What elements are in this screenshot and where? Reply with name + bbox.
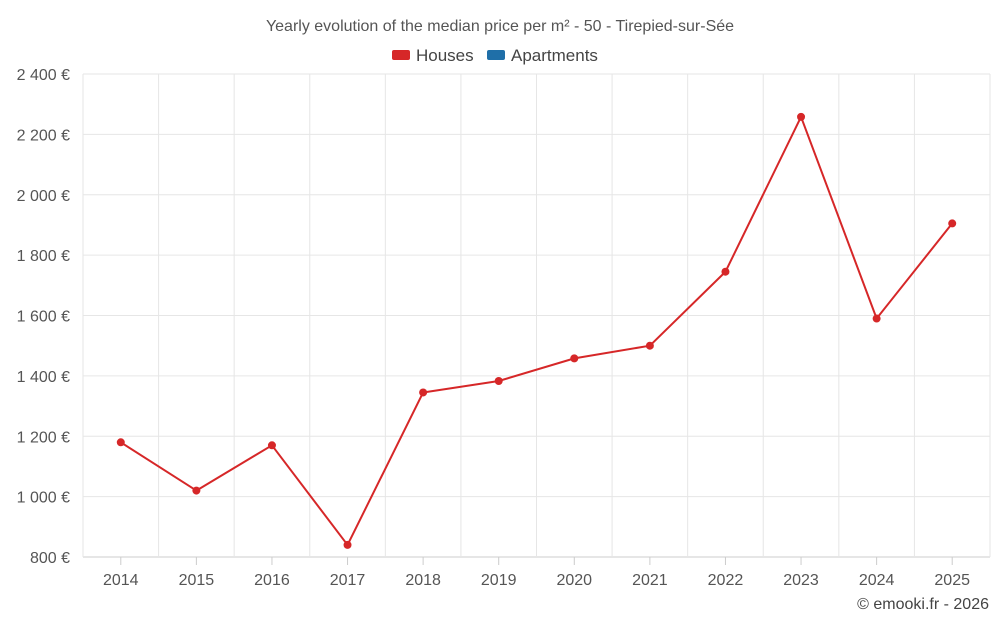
- y-tick-label: 1 000 €: [17, 490, 70, 507]
- data-point-2016[interactable]: [267, 441, 276, 450]
- data-point-2023[interactable]: [797, 112, 806, 121]
- data-point-2014[interactable]: [116, 438, 125, 447]
- x-tick-label: 2024: [859, 572, 895, 589]
- data-point-2024[interactable]: [872, 314, 881, 323]
- data-point-2021[interactable]: [645, 341, 654, 350]
- legend: Houses Apartments: [392, 46, 598, 65]
- x-tick-label: 2023: [783, 572, 819, 589]
- x-tick-label: 2018: [405, 572, 441, 589]
- x-tick-label: 2022: [708, 572, 744, 589]
- chart-title: Yearly evolution of the median price per…: [266, 18, 734, 35]
- y-axis: 800 € 1 000 € 1 200 € 1 400 € 1 600 € 1 800 €…: [17, 67, 70, 567]
- y-tick-label: 1 800 €: [17, 248, 70, 265]
- data-point-2022[interactable]: [721, 267, 730, 276]
- x-tick-label: 2019: [481, 572, 517, 589]
- y-tick-label: 1 400 €: [17, 369, 70, 386]
- x-tick-label: 2025: [934, 572, 970, 589]
- y-tick-label: 2 200 €: [17, 127, 70, 144]
- data-point-2018[interactable]: [419, 388, 428, 397]
- legend-item-apartments[interactable]: Apartments: [487, 46, 598, 65]
- series-houses: [116, 112, 957, 549]
- legend-item-houses[interactable]: Houses: [392, 46, 474, 65]
- legend-label-houses: Houses: [416, 46, 474, 65]
- legend-swatch-apartments: [487, 50, 505, 60]
- x-tick-label: 2015: [179, 572, 215, 589]
- x-tick-label: 2016: [254, 572, 290, 589]
- x-tick-label: 2021: [632, 572, 668, 589]
- y-tick-label: 1 200 €: [17, 429, 70, 446]
- y-tick-label: 800 €: [30, 550, 70, 567]
- credit: © emooki.fr - 2026: [857, 596, 989, 613]
- legend-label-apartments: Apartments: [511, 46, 598, 65]
- data-point-2025[interactable]: [948, 219, 957, 228]
- y-tick-label: 2 400 €: [17, 67, 70, 84]
- data-point-2017[interactable]: [343, 540, 352, 549]
- x-tick-label: 2017: [330, 572, 366, 589]
- y-tick-label: 2 000 €: [17, 188, 70, 205]
- legend-swatch-houses: [392, 50, 410, 60]
- x-tick-label: 2020: [556, 572, 592, 589]
- grid: [82, 73, 991, 558]
- data-point-2020[interactable]: [570, 354, 579, 363]
- data-point-2015[interactable]: [192, 486, 201, 495]
- y-tick-label: 1 600 €: [17, 309, 70, 326]
- x-tick-label: 2014: [103, 572, 139, 589]
- series-line-houses: [120, 115, 953, 546]
- x-axis: 2014 2015 2016 2017 2018 2019 2020 2021 2022 2023…: [103, 557, 970, 589]
- data-point-2019[interactable]: [494, 377, 503, 386]
